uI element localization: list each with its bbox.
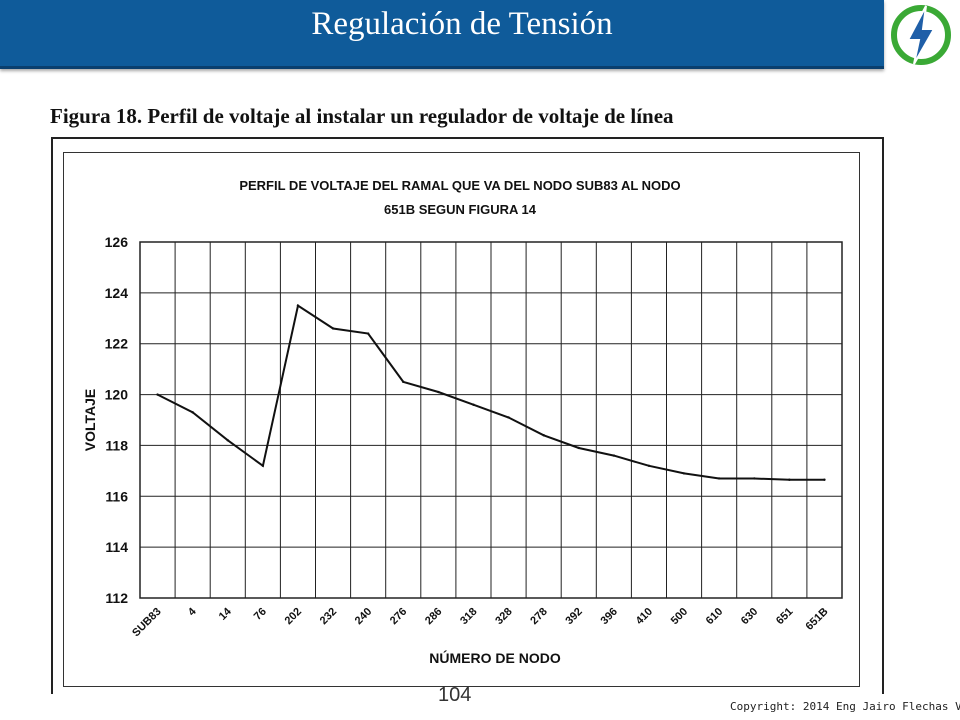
x-tick-label: 651 [774,606,795,627]
y-tick-label: 112 [105,590,128,606]
title-bar [0,0,884,69]
x-tick-label: 240 [353,606,374,627]
x-tick-label: 500 [669,606,690,627]
data-point [402,380,405,384]
x-tick-label: 651B [803,606,830,633]
data-point [437,390,440,394]
data-point [261,464,265,467]
x-tick-label: 76 [252,606,269,623]
data-point [717,477,721,480]
y-tick-label: 114 [105,539,128,555]
y-tick-label: 116 [105,488,128,504]
data-point [788,478,791,481]
x-tick-label: 610 [704,606,725,627]
data-point [753,477,756,480]
x-tick-label: 328 [493,606,514,627]
slide-title: Regulación de Tensión [311,6,613,42]
data-point [191,411,194,414]
data-point [472,403,475,406]
y-tick-label: 118 [105,437,128,453]
y-tick-label: 120 [105,387,129,403]
data-point [612,454,616,457]
x-tick-label: 630 [739,606,760,627]
data-point [542,434,545,437]
copyright-notice: Copyright: 2014 Eng Jairo Flechas V. [730,700,960,713]
data-point [507,416,510,419]
data-point [577,446,580,450]
x-tick-label: 232 [318,606,339,627]
data-point [296,304,300,307]
data-point [331,327,335,330]
x-tick-label: 396 [599,606,620,627]
data-point [366,332,370,335]
x-axis-label: NÚMERO DE NODO [429,649,561,666]
chart-title-line: 651B SEGUN FIGURA 14 [384,202,537,217]
x-tick-label: 286 [423,606,444,627]
data-point [647,464,651,467]
figure-caption: Figura 18. Perfil de voltaje al instalar… [50,104,674,128]
data-point [226,439,229,442]
voltage-series-line [157,303,825,481]
x-tick-label: 318 [458,606,479,627]
chart-inner-frame [63,152,860,687]
x-tick-label: 392 [563,606,584,627]
x-tick-label: 276 [388,606,409,627]
x-tick-label: 410 [634,606,655,627]
data-point [682,472,686,475]
data-point [823,478,826,481]
y-tick-label: 122 [105,336,129,352]
x-tick-label: SUB83 [130,606,164,640]
x-tick-label: 14 [217,605,235,623]
lightning-bolt-icon [891,5,951,65]
data-point [156,393,159,396]
page-number: 104 [438,684,472,706]
x-tick-label: 202 [283,606,304,627]
x-tick-label: 278 [528,606,549,627]
chart-frame [51,137,884,694]
y-tick-label: 126 [105,234,129,250]
y-tick-label: 124 [105,285,129,301]
y-axis-label: VOLTAJE [82,389,98,452]
x-tick-label: 4 [186,605,199,618]
chart-title-line: PERFIL DE VOLTAJE DEL RAMAL QUE VA DEL N… [239,178,680,193]
